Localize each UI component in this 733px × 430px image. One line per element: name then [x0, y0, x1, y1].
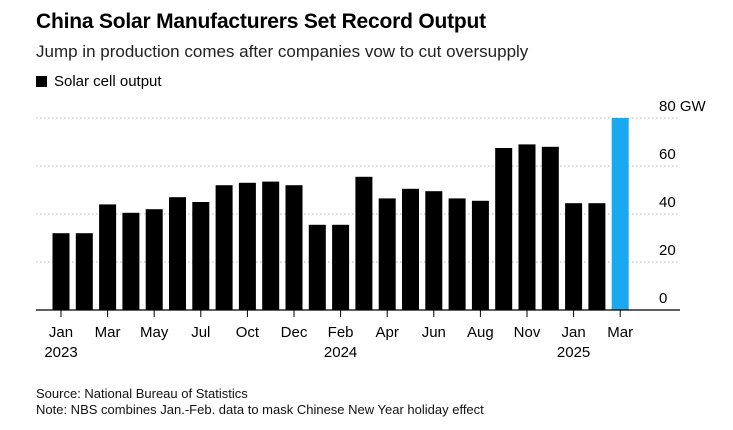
- bar: [425, 191, 443, 310]
- bar: [378, 198, 396, 310]
- x-tick-label: Nov: [514, 324, 541, 341]
- bar: [99, 204, 117, 310]
- bar: [308, 224, 326, 310]
- x-tick-label: Aug: [467, 324, 494, 341]
- y-tick-label: 40: [659, 194, 676, 211]
- bar: [122, 212, 140, 310]
- source-text: Source: National Bureau of Statistics: [36, 386, 248, 401]
- x-tick-label: Mar: [607, 324, 633, 341]
- x-tick-label: Jun: [422, 324, 446, 341]
- bar: [75, 233, 93, 310]
- x-year-label: 2025: [557, 344, 590, 361]
- legend: Solar cell output: [36, 73, 162, 90]
- bar: [238, 182, 256, 310]
- note-text: Note: NBS combines Jan.-Feb. data to mas…: [36, 402, 484, 417]
- bar: [262, 181, 280, 310]
- bar: [541, 146, 559, 310]
- legend-swatch: [36, 76, 47, 87]
- x-tick-label: Jul: [191, 324, 210, 341]
- bar: [192, 202, 210, 310]
- x-tick-label: May: [140, 324, 169, 341]
- chart-subtitle: Jump in production comes after companies…: [36, 42, 529, 61]
- y-tick-label: 80 GW: [659, 98, 707, 115]
- x-tick-label: Mar: [95, 324, 121, 341]
- bar: [285, 185, 303, 310]
- y-tick-label: 0: [659, 290, 667, 307]
- y-tick-label: 20: [659, 242, 676, 259]
- bar: [215, 185, 233, 310]
- bar: [518, 144, 536, 310]
- x-tick-label: Oct: [236, 324, 260, 341]
- bar: [565, 203, 583, 310]
- x-tick-label: Apr: [376, 324, 399, 341]
- bar: [169, 197, 186, 310]
- bar: [471, 200, 489, 310]
- x-tick-label: Dec: [281, 324, 308, 341]
- x-tick-label: Feb: [328, 324, 354, 341]
- x-tick-label: Jan: [49, 324, 73, 341]
- bar: [355, 176, 373, 310]
- x-year-label: 2023: [44, 344, 77, 361]
- bar: [495, 148, 513, 310]
- bar: [145, 209, 163, 310]
- bar: [332, 224, 350, 310]
- bar: [52, 233, 70, 310]
- bar: [402, 188, 419, 310]
- legend-label: Solar cell output: [54, 73, 162, 90]
- chart-title: China Solar Manufacturers Set Record Out…: [36, 10, 486, 33]
- bar: [588, 203, 606, 310]
- bar: [448, 198, 466, 310]
- x-tick-label: Jan: [562, 324, 586, 341]
- bar: [611, 118, 629, 310]
- x-year-label: 2024: [324, 344, 357, 361]
- y-tick-label: 60: [659, 146, 676, 163]
